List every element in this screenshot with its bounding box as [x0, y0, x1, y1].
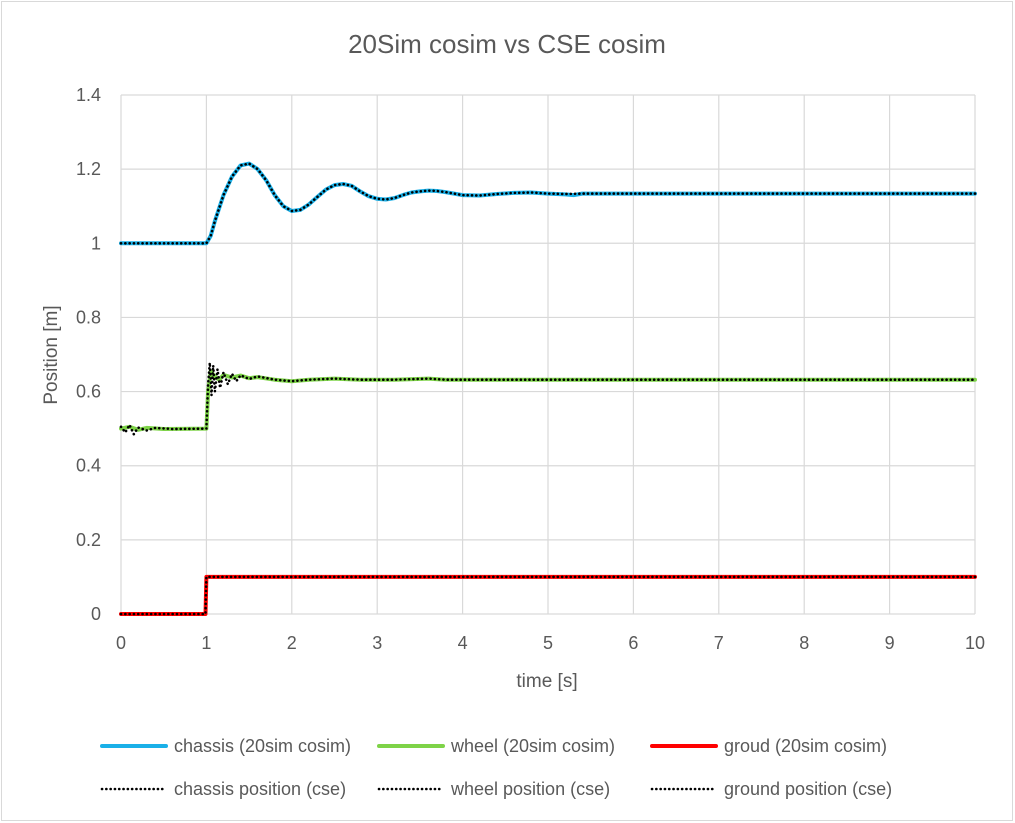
chart-title: 20Sim cosim vs CSE cosim: [348, 29, 666, 59]
y-axis-ticks: 0 0.2 0.4 0.6 0.8 1 1.2 1.4: [76, 85, 101, 624]
x-tick-label: 7: [714, 633, 724, 653]
y-tick-label: 0: [91, 604, 101, 624]
x-axis-ticks: 0 1 2 3 4 5 6 7 8 9 10: [116, 633, 985, 653]
x-tick-label: 2: [287, 633, 297, 653]
legend-label: groud (20sim cosim): [724, 736, 887, 756]
series-line-6: [119, 575, 977, 616]
x-tick-label: 6: [628, 633, 638, 653]
legend-label: wheel position (cse): [450, 779, 610, 799]
y-tick-label: 0.8: [76, 307, 101, 327]
x-tick-label: 4: [458, 633, 468, 653]
y-axis-label: Position [m]: [41, 305, 62, 404]
x-tick-label: 3: [372, 633, 382, 653]
y-tick-label: 1.2: [76, 159, 101, 179]
x-tick-label: 9: [885, 633, 895, 653]
y-tick-label: 0.4: [76, 456, 101, 476]
x-tick-label: 5: [543, 633, 553, 653]
x-axis-label: time [s]: [516, 671, 577, 692]
x-tick-label: 8: [799, 633, 809, 653]
series-group: [119, 161, 977, 616]
y-tick-label: 1: [91, 233, 101, 253]
legend-label: ground position (cse): [724, 779, 892, 799]
legend-label: chassis (20sim cosim): [174, 736, 351, 756]
x-tick-label: 10: [965, 633, 985, 653]
x-tick-label: 0: [116, 633, 126, 653]
grid: [120, 94, 976, 615]
legend: chassis (20sim cosim) wheel (20sim cosim)…: [100, 736, 892, 799]
y-tick-label: 1.4: [76, 85, 101, 105]
series-line-5: [119, 361, 977, 436]
legend-label: wheel (20sim cosim): [450, 736, 615, 756]
y-tick-label: 0.6: [76, 382, 101, 402]
x-tick-label: 1: [201, 633, 211, 653]
y-tick-label: 0.2: [76, 530, 101, 550]
legend-label: chassis position (cse): [174, 779, 346, 799]
